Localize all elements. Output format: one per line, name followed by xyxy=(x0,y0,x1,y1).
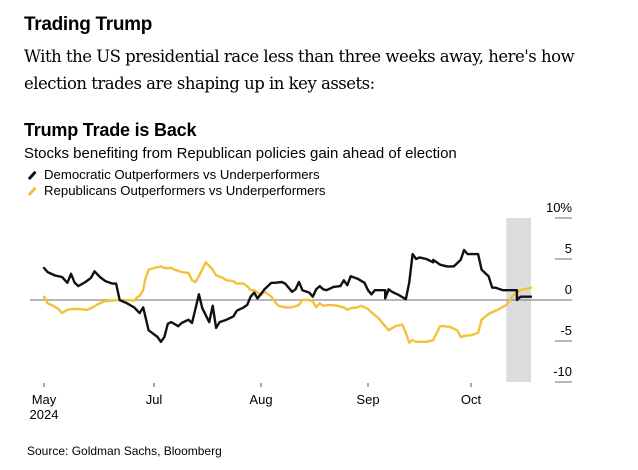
series-line-republican xyxy=(42,261,533,344)
legend-label-democratic: Democratic Outperformers vs Underperform… xyxy=(44,167,320,182)
chart-title: Trump Trade is Back xyxy=(24,120,197,140)
legend: Democratic Outperformers vs Underperform… xyxy=(26,167,325,199)
y-tick-label: 0 xyxy=(565,282,572,297)
x-tick-label: May xyxy=(32,392,57,407)
x-tick-label: Aug xyxy=(249,392,272,407)
legend-label-republican: Republicans Outperformers vs Underperfor… xyxy=(44,183,326,198)
y-tick-label: 5 xyxy=(565,241,572,256)
x-tick-label: Sep xyxy=(356,392,379,407)
source-note: Source: Goldman Sachs, Bloomberg xyxy=(27,444,222,458)
x-tick-label: Oct xyxy=(461,392,482,407)
series-line-democratic xyxy=(42,248,533,343)
dek-text: With the US presidential race less than … xyxy=(24,47,575,93)
y-tick-label: 10% xyxy=(546,200,572,215)
y-tick-label: -5 xyxy=(560,323,572,338)
x-tick-label: Jul xyxy=(146,392,163,407)
headline: Trading Trump xyxy=(24,14,153,35)
y-tick-label: -10 xyxy=(553,364,572,379)
x-tick-sublabel: 2024 xyxy=(30,407,59,422)
legend-item-democratic: Democratic Outperformers vs Underperform… xyxy=(26,167,325,183)
chart-subtitle: Stocks benefiting from Republican polici… xyxy=(24,145,457,162)
legend-item-republican: Republicans Outperformers vs Underperfor… xyxy=(26,183,325,199)
